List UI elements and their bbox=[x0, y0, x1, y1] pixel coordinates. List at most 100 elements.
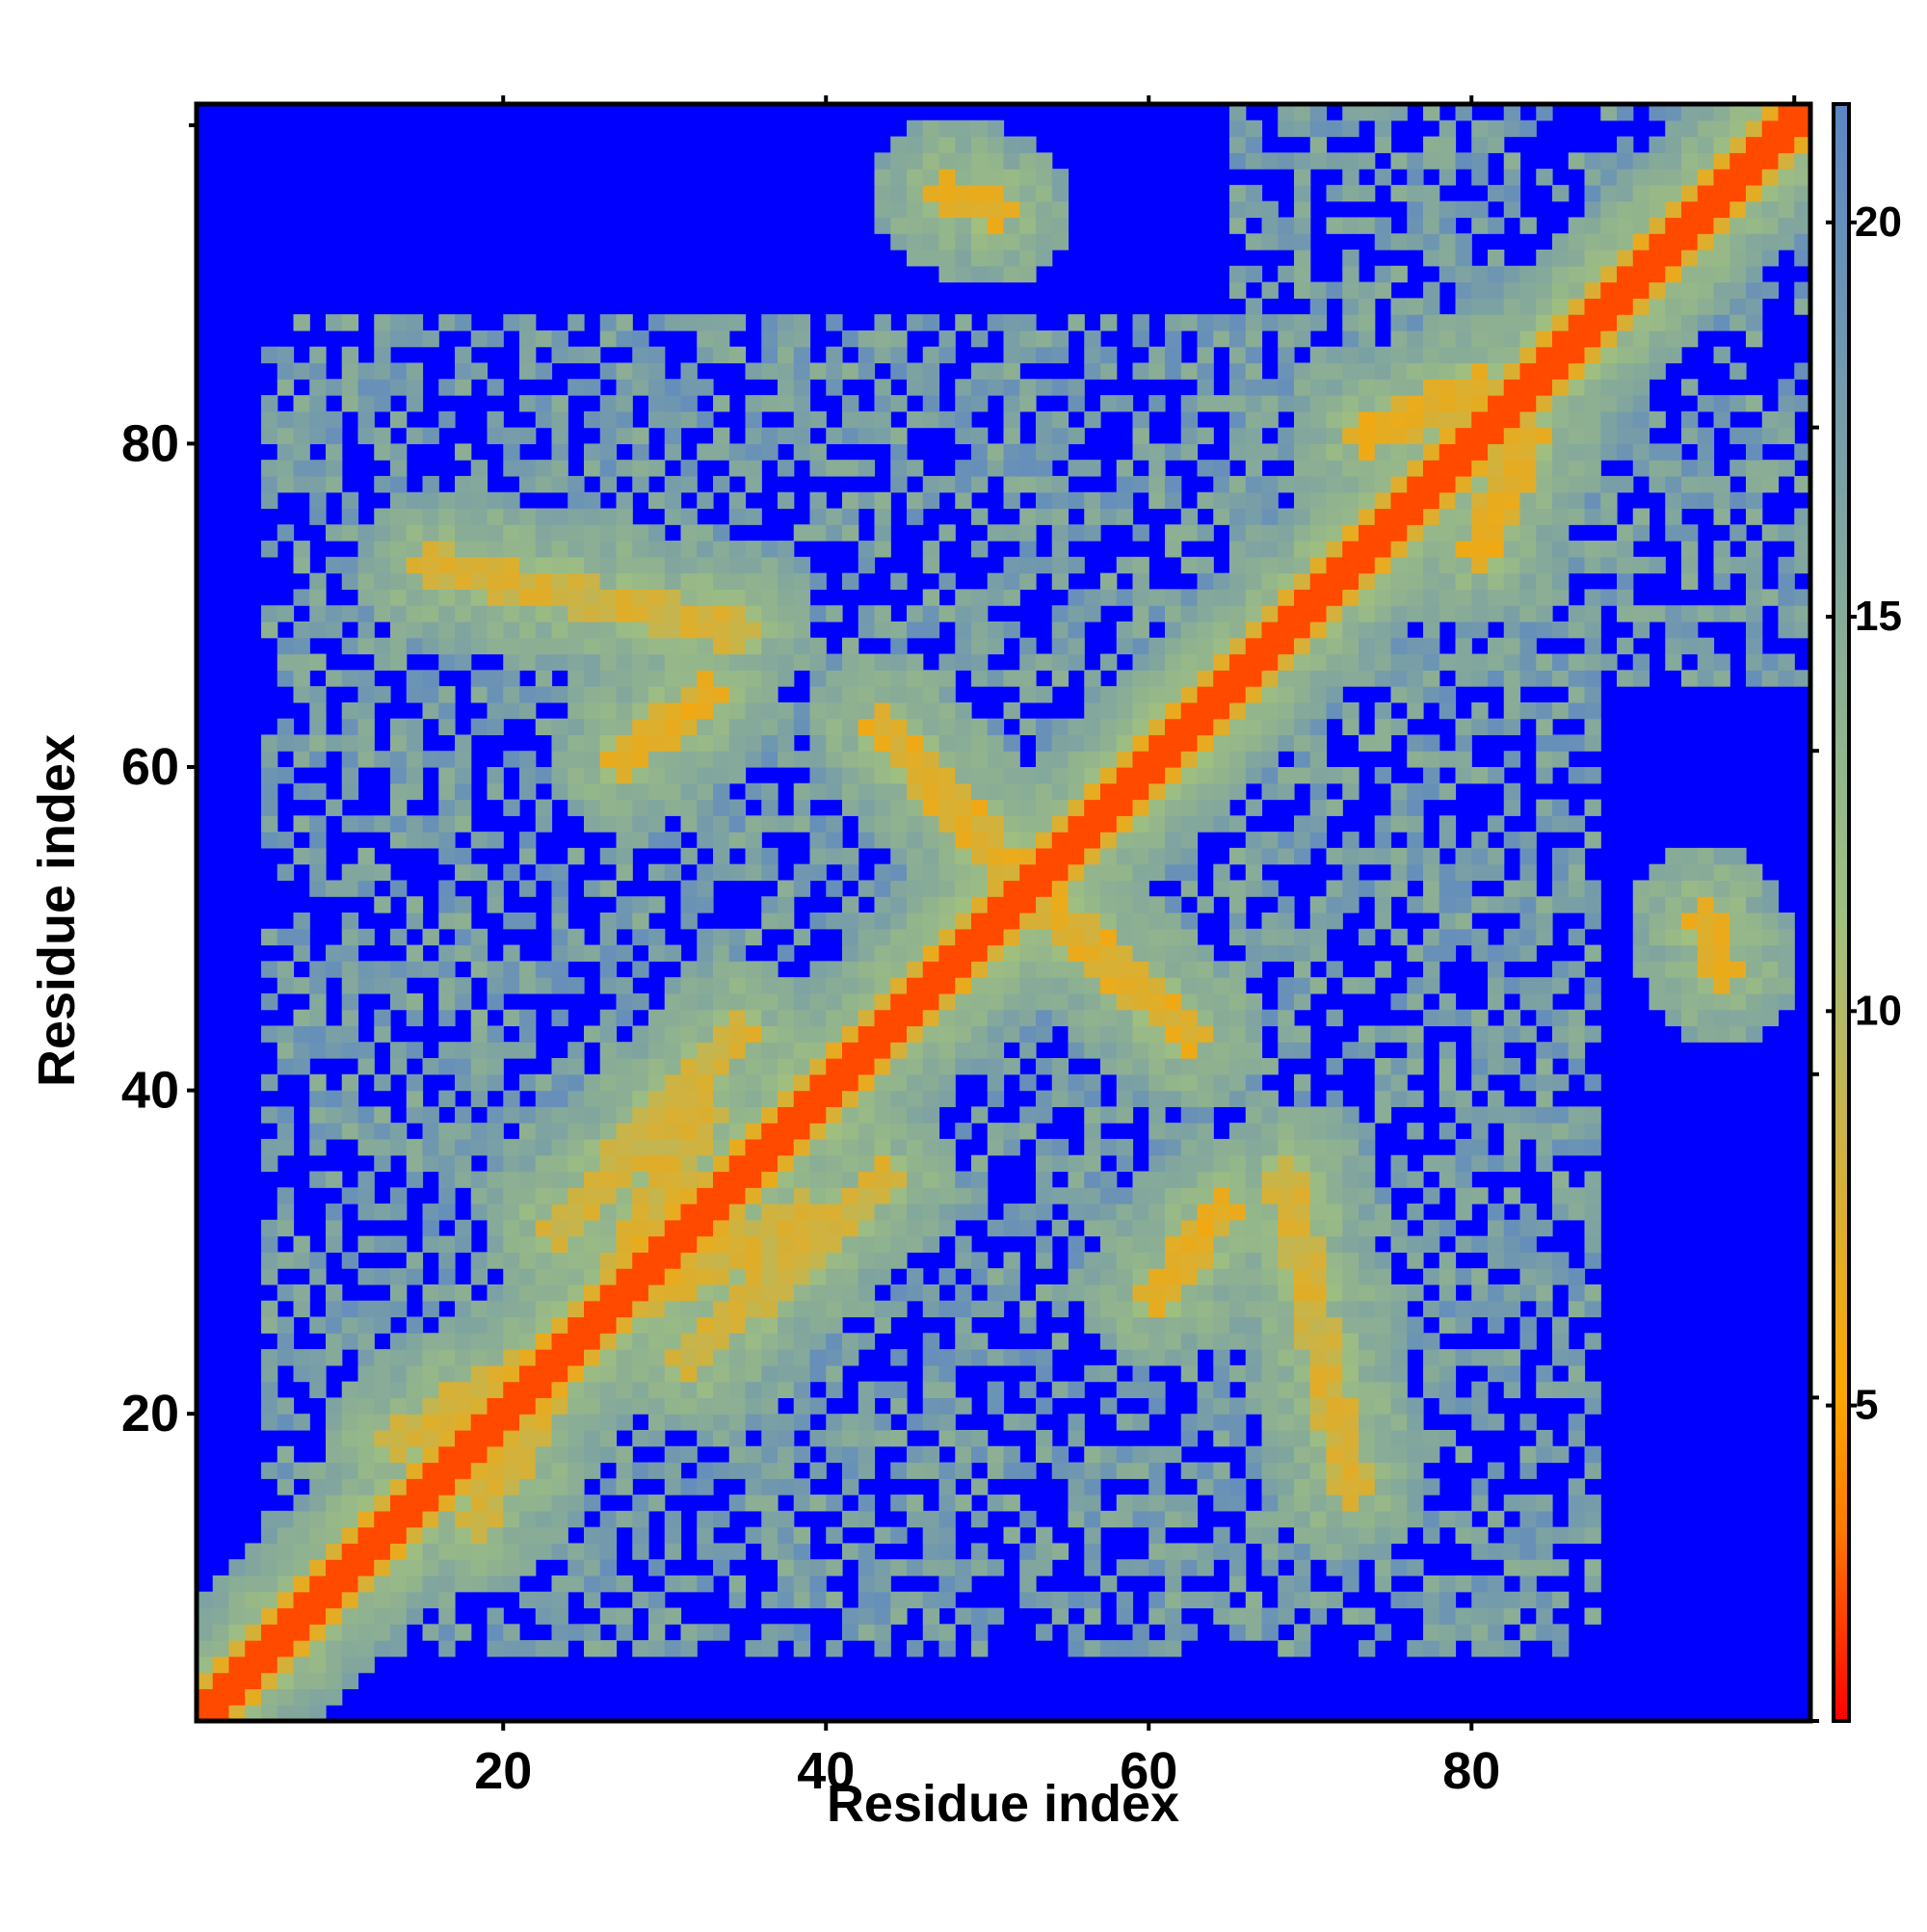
heatmap-cell bbox=[858, 1559, 876, 1576]
heatmap-cell bbox=[568, 314, 585, 331]
heatmap-cell bbox=[1455, 1154, 1472, 1173]
heatmap-cell bbox=[277, 1284, 295, 1302]
heatmap-cell bbox=[761, 1123, 779, 1140]
heatmap-cell bbox=[519, 541, 537, 558]
heatmap-cell bbox=[1068, 1025, 1085, 1043]
heatmap-cell bbox=[455, 605, 472, 622]
heatmap-cell bbox=[713, 1187, 730, 1204]
heatmap-cell bbox=[987, 1349, 1005, 1366]
heatmap-cell bbox=[1261, 1510, 1279, 1528]
heatmap-cell bbox=[793, 410, 811, 429]
heatmap-cell bbox=[1261, 621, 1279, 639]
heatmap-cell bbox=[664, 1364, 682, 1383]
heatmap-cell bbox=[438, 572, 456, 590]
heatmap-cell bbox=[1423, 379, 1440, 396]
heatmap-cell bbox=[1148, 1090, 1166, 1107]
heatmap-cell bbox=[874, 961, 891, 978]
heatmap-cell bbox=[987, 1123, 1005, 1140]
heatmap-cell bbox=[551, 686, 568, 703]
heatmap-cell bbox=[1261, 395, 1279, 412]
heatmap-cell bbox=[519, 1187, 537, 1204]
heatmap-cell bbox=[680, 1204, 698, 1221]
heatmap-cell bbox=[987, 1268, 1005, 1285]
heatmap-cell bbox=[1455, 637, 1472, 655]
heatmap-cell bbox=[778, 944, 795, 962]
heatmap-cell bbox=[357, 1333, 375, 1350]
heatmap-cell bbox=[1116, 1073, 1134, 1092]
heatmap-cell bbox=[761, 1397, 779, 1415]
heatmap-cell bbox=[1084, 1042, 1101, 1059]
heatmap-cell bbox=[778, 362, 795, 380]
heatmap-cell bbox=[809, 1495, 827, 1512]
heatmap-cell bbox=[1068, 556, 1085, 574]
heatmap-cell bbox=[1294, 184, 1311, 202]
heatmap-cell bbox=[357, 621, 375, 639]
heatmap-cell bbox=[907, 508, 924, 525]
heatmap-cell bbox=[1471, 928, 1489, 946]
heatmap-cell bbox=[955, 1058, 972, 1075]
heatmap-cell bbox=[1245, 1252, 1263, 1269]
heatmap-cell bbox=[1148, 1607, 1166, 1625]
heatmap-cell bbox=[293, 1688, 310, 1706]
heatmap-cell bbox=[438, 1042, 456, 1059]
heatmap-cell bbox=[922, 475, 940, 493]
heatmap-cell bbox=[487, 1526, 504, 1545]
heatmap-cell bbox=[406, 1607, 424, 1625]
heatmap-cell bbox=[987, 766, 1005, 784]
heatmap-cell bbox=[1100, 1640, 1118, 1657]
heatmap-cell bbox=[326, 1478, 343, 1495]
heatmap-cell bbox=[1132, 832, 1149, 849]
heatmap-cell bbox=[922, 1187, 940, 1204]
heatmap-cell bbox=[293, 1009, 310, 1027]
heatmap-cell bbox=[1068, 1591, 1085, 1609]
heatmap-cell bbox=[890, 799, 908, 816]
heatmap-cell bbox=[922, 136, 940, 153]
heatmap-cell bbox=[1390, 1235, 1408, 1253]
heatmap-cell bbox=[778, 427, 795, 444]
heatmap-cell bbox=[293, 1300, 310, 1318]
heatmap-cell bbox=[584, 782, 601, 801]
heatmap-cell bbox=[1423, 524, 1440, 542]
heatmap-cell bbox=[664, 395, 682, 412]
heatmap-cell bbox=[487, 330, 504, 348]
heatmap-cell bbox=[1471, 152, 1489, 170]
heatmap-cell bbox=[971, 1154, 989, 1173]
heatmap-cell bbox=[955, 1445, 972, 1464]
heatmap-cell bbox=[293, 670, 310, 687]
heatmap-cell bbox=[1245, 475, 1263, 493]
heatmap-cell bbox=[1132, 734, 1149, 752]
heatmap-cell bbox=[1407, 896, 1424, 913]
heatmap-cell bbox=[1197, 362, 1214, 380]
heatmap-cell bbox=[422, 1397, 439, 1415]
heatmap-cell bbox=[1407, 395, 1424, 412]
heatmap-cell bbox=[535, 799, 553, 816]
heatmap-cell bbox=[1278, 734, 1295, 752]
heatmap-cell bbox=[680, 1300, 698, 1318]
heatmap-cell bbox=[438, 508, 456, 525]
heatmap-cell bbox=[245, 1575, 262, 1593]
heatmap-cell bbox=[745, 1219, 762, 1237]
heatmap-cell bbox=[890, 1300, 908, 1318]
heatmap-cell bbox=[713, 1042, 730, 1059]
heatmap-cell bbox=[858, 1575, 876, 1593]
heatmap-cell bbox=[1003, 701, 1020, 720]
heatmap-cell bbox=[1261, 379, 1279, 396]
heatmap-cell bbox=[697, 992, 714, 1011]
heatmap-cell bbox=[1439, 1284, 1457, 1302]
heatmap-cell bbox=[1197, 491, 1214, 510]
heatmap-cell bbox=[713, 1171, 730, 1188]
heatmap-cell bbox=[728, 1042, 747, 1059]
heatmap-cell bbox=[955, 1171, 972, 1188]
heatmap-cell bbox=[1003, 475, 1020, 493]
heatmap-cell bbox=[874, 670, 891, 687]
heatmap-cell bbox=[728, 977, 747, 994]
heatmap-cell bbox=[938, 782, 956, 801]
heatmap-cell bbox=[1003, 169, 1020, 186]
heatmap-cell bbox=[713, 766, 730, 784]
heatmap-cell bbox=[568, 782, 585, 801]
heatmap-cell bbox=[357, 395, 375, 412]
heatmap-cell bbox=[1165, 847, 1182, 865]
heatmap-cell bbox=[1309, 1445, 1328, 1464]
heatmap-cell bbox=[1132, 621, 1149, 639]
heatmap-cell bbox=[778, 1429, 795, 1447]
